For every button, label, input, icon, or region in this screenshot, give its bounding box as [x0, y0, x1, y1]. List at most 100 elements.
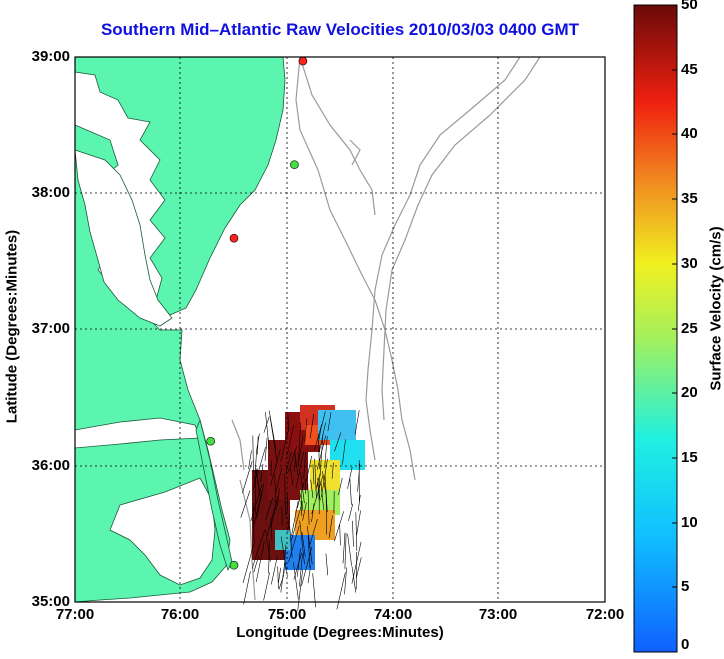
velocity-vector	[255, 467, 261, 494]
velocity-vector	[324, 474, 328, 513]
velocity-vector	[280, 427, 290, 462]
velocity-vector	[311, 475, 324, 515]
velocity-vector	[270, 496, 279, 528]
velocity-vector	[287, 513, 290, 532]
velocity-vectors	[240, 410, 362, 611]
grid-lines	[75, 57, 605, 602]
velocity-vector	[251, 530, 265, 569]
velocity-vector	[306, 455, 312, 481]
velocity-vector	[265, 412, 270, 450]
velocity-vector	[314, 424, 323, 451]
colorbar-tick-label: 15	[681, 449, 698, 466]
velocity-vector	[248, 450, 252, 469]
velocity-vector	[355, 557, 362, 579]
velocity-vector	[342, 439, 346, 465]
velocity-vector	[309, 413, 315, 439]
station-marker	[290, 160, 299, 169]
velocity-vector	[336, 572, 346, 610]
velocity-vector	[265, 529, 271, 562]
x-tick-label: 73:00	[478, 606, 518, 623]
velocity-vector	[304, 418, 308, 442]
y-tick-label: 35:00	[31, 593, 70, 610]
colorbar-tick-label: 10	[681, 514, 698, 531]
velocity-vector	[349, 478, 352, 505]
velocity-vector	[347, 533, 352, 566]
velocity-vector	[270, 518, 273, 541]
land-delmarva	[74, 56, 286, 316]
velocity-vector	[256, 491, 263, 519]
velocity-vector	[243, 571, 251, 605]
velocity-vector	[357, 494, 361, 511]
bathymetry-contours	[231, 56, 541, 601]
velocity-vector	[307, 483, 310, 525]
velocity-vector	[275, 468, 283, 493]
x-tick-label: 72:00	[585, 606, 625, 623]
velocity-vector	[327, 412, 332, 432]
velocity-vector	[255, 470, 261, 500]
velocity-vector	[253, 483, 265, 526]
y-tick-label: 39:00	[31, 48, 70, 65]
colorbar-tick-label: 5	[681, 578, 690, 595]
colorbar-tick-label: 40	[681, 125, 698, 142]
velocity-vector	[328, 515, 333, 539]
velocity-vector	[270, 418, 278, 461]
velocity-vector	[254, 452, 257, 483]
velocity-vector	[314, 458, 317, 499]
velocity-vector	[257, 436, 259, 455]
velocity-vector	[318, 433, 320, 470]
velocity-vector	[344, 567, 347, 595]
velocity-vector	[339, 524, 341, 546]
velocity-vector	[240, 490, 251, 518]
velocity-vector	[302, 502, 307, 521]
velocity-vector	[278, 574, 285, 590]
velocity-vector	[242, 539, 256, 584]
velocity-vector	[324, 436, 328, 468]
radar-stations	[206, 56, 308, 570]
velocity-vector	[304, 478, 306, 494]
velocity-vector	[342, 532, 346, 564]
velocity-vector	[268, 410, 277, 451]
velocity-vector	[351, 541, 362, 584]
velocity-vector	[283, 544, 287, 574]
velocity-vector	[271, 555, 278, 585]
velocity-vector	[277, 566, 279, 589]
velocity-vector	[315, 473, 321, 491]
velocity-vector	[257, 446, 266, 475]
velocity-vector	[355, 512, 358, 551]
velocity-vector	[268, 541, 270, 574]
velocity-vector	[351, 566, 357, 593]
colorbar-tick-label: 25	[681, 320, 698, 337]
colorbar-tick-label: 20	[681, 384, 698, 401]
velocity-vector	[284, 473, 286, 516]
chesapeake-bay	[74, 149, 173, 327]
velocity-vector	[317, 482, 321, 501]
velocity-vector	[278, 567, 281, 583]
velocity-vector	[319, 434, 324, 477]
y-tick-label: 37:00	[31, 320, 70, 337]
velocity-vector	[263, 572, 270, 601]
velocity-vector	[312, 464, 315, 485]
velocity-vector	[289, 526, 293, 558]
colorbar-tick-label: 50	[681, 0, 698, 13]
velocity-vector	[297, 435, 304, 465]
velocity-vector	[265, 497, 274, 521]
station-marker	[229, 233, 239, 243]
y-axis-label: Latitude (Degrees:Minutes)	[3, 229, 21, 424]
velocity-vector	[322, 471, 327, 495]
plot-frame	[74, 56, 606, 603]
velocity-vector	[352, 520, 354, 547]
velocity-vector	[285, 451, 292, 474]
velocity-vector	[334, 511, 344, 542]
velocity-vector	[250, 484, 263, 521]
velocity-vector	[288, 525, 300, 563]
velocity-vector	[321, 458, 328, 498]
velocity-vector	[255, 540, 265, 583]
velocity-vector	[301, 547, 313, 587]
velocity-vector	[299, 553, 303, 587]
velocity-vector	[295, 451, 304, 490]
colorbar-tick-label: 35	[681, 190, 698, 207]
velocity-vector	[253, 502, 255, 540]
colorbar	[633, 4, 678, 653]
velocity-vector	[290, 501, 303, 542]
velocity-vector	[303, 451, 307, 479]
